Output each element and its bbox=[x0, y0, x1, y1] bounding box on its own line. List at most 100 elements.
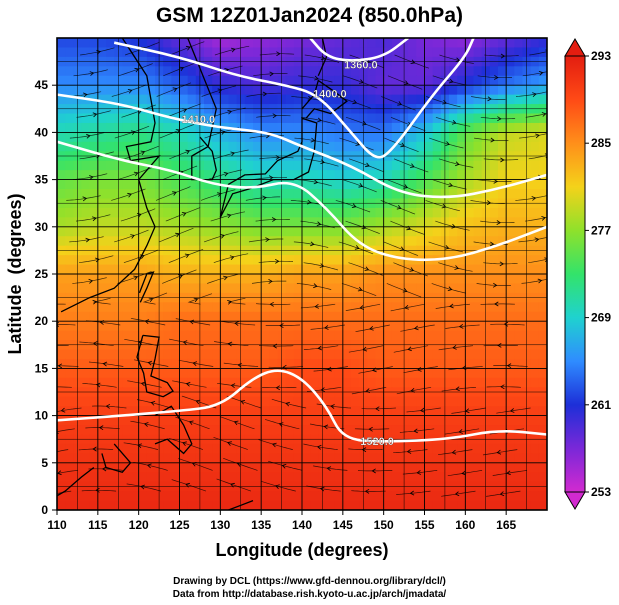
field-cell bbox=[481, 434, 491, 445]
field-cell bbox=[530, 132, 540, 143]
field-cell bbox=[285, 141, 295, 152]
field-cell bbox=[359, 198, 368, 209]
field-cell bbox=[310, 122, 319, 133]
field-cell bbox=[285, 500, 295, 510]
streamline bbox=[361, 407, 396, 410]
streamline bbox=[75, 214, 111, 222]
field-cell bbox=[81, 368, 91, 379]
field-cell bbox=[73, 189, 83, 200]
field-cell bbox=[367, 377, 377, 388]
field-cell bbox=[522, 198, 532, 209]
field-cell bbox=[342, 66, 352, 77]
field-cell bbox=[391, 66, 401, 77]
streamline bbox=[88, 361, 124, 367]
field-cell bbox=[449, 217, 458, 228]
field-cell bbox=[440, 462, 450, 473]
streamline bbox=[351, 386, 387, 395]
field-cell bbox=[359, 472, 368, 483]
field-cell bbox=[391, 396, 401, 407]
streamline bbox=[165, 207, 201, 222]
field-cell bbox=[89, 226, 99, 237]
field-cell bbox=[253, 368, 262, 379]
field-cell bbox=[326, 377, 336, 388]
field-cell bbox=[391, 453, 401, 464]
field-cell bbox=[261, 245, 270, 256]
streamline bbox=[393, 158, 429, 173]
field-cell bbox=[220, 217, 230, 228]
field-cell bbox=[285, 462, 295, 473]
field-cell bbox=[449, 94, 458, 105]
field-cell bbox=[236, 56, 246, 67]
field-cell bbox=[326, 141, 336, 152]
field-cell bbox=[326, 330, 336, 341]
field-cell bbox=[538, 377, 547, 388]
streamline bbox=[483, 158, 519, 161]
field-cell bbox=[285, 245, 295, 256]
field-cell bbox=[498, 500, 507, 510]
field-cell bbox=[302, 198, 311, 209]
field-cell bbox=[326, 255, 336, 266]
field-cell bbox=[424, 491, 434, 502]
field-cell bbox=[171, 207, 181, 218]
field-cell bbox=[81, 198, 91, 209]
field-cell bbox=[408, 311, 417, 322]
field-cell bbox=[179, 236, 189, 247]
streamline-arrow bbox=[449, 303, 454, 309]
field-cell bbox=[383, 104, 393, 115]
field-cell bbox=[473, 75, 483, 86]
field-cell bbox=[465, 132, 475, 143]
field-cell bbox=[408, 472, 417, 483]
field-cell bbox=[334, 66, 344, 77]
streamline-arrow bbox=[324, 325, 329, 330]
field-cell bbox=[220, 425, 230, 436]
streamline-arrow bbox=[441, 203, 447, 209]
field-cell bbox=[106, 434, 115, 445]
field-cell bbox=[277, 255, 287, 266]
field-cell bbox=[375, 425, 385, 436]
field-cell bbox=[473, 141, 483, 152]
field-cell bbox=[514, 321, 524, 332]
field-cell bbox=[146, 472, 156, 483]
field-cell bbox=[351, 151, 360, 162]
field-cell bbox=[310, 283, 319, 294]
streamline bbox=[88, 468, 123, 471]
field-cell bbox=[334, 56, 344, 67]
field-cell bbox=[530, 500, 540, 510]
field-cell bbox=[400, 292, 409, 303]
field-cell bbox=[351, 349, 360, 360]
field-cell bbox=[293, 38, 303, 49]
streamline-arrow bbox=[355, 141, 361, 146]
field-cell bbox=[334, 189, 344, 200]
field-cell bbox=[146, 443, 156, 454]
field-cell bbox=[155, 387, 164, 398]
field-cell bbox=[506, 47, 515, 58]
field-cell bbox=[334, 274, 344, 285]
streamline-arrow bbox=[220, 130, 226, 135]
field-cell bbox=[538, 132, 547, 143]
field-cell bbox=[481, 387, 491, 398]
field-cell bbox=[122, 292, 132, 303]
field-cell bbox=[228, 217, 238, 228]
field-cell bbox=[481, 311, 491, 322]
field-cell bbox=[506, 377, 515, 388]
streamline bbox=[246, 92, 281, 97]
field-cell bbox=[212, 75, 221, 86]
field-cell bbox=[220, 472, 230, 483]
field-cell bbox=[179, 274, 189, 285]
field-cell bbox=[122, 330, 132, 341]
field-cell bbox=[489, 406, 499, 417]
field-cell bbox=[449, 396, 458, 407]
field-cell bbox=[424, 207, 434, 218]
field-cell bbox=[514, 94, 524, 105]
field-cell bbox=[114, 217, 123, 228]
field-cell bbox=[465, 302, 475, 313]
field-cell bbox=[277, 415, 287, 426]
field-cell bbox=[293, 75, 303, 86]
field-cell bbox=[212, 38, 221, 49]
field-cell bbox=[146, 75, 156, 86]
field-cell bbox=[73, 75, 83, 86]
field-cell bbox=[155, 104, 164, 115]
field-cell bbox=[334, 330, 344, 341]
field-cell bbox=[285, 151, 295, 162]
field-cell bbox=[114, 179, 123, 190]
